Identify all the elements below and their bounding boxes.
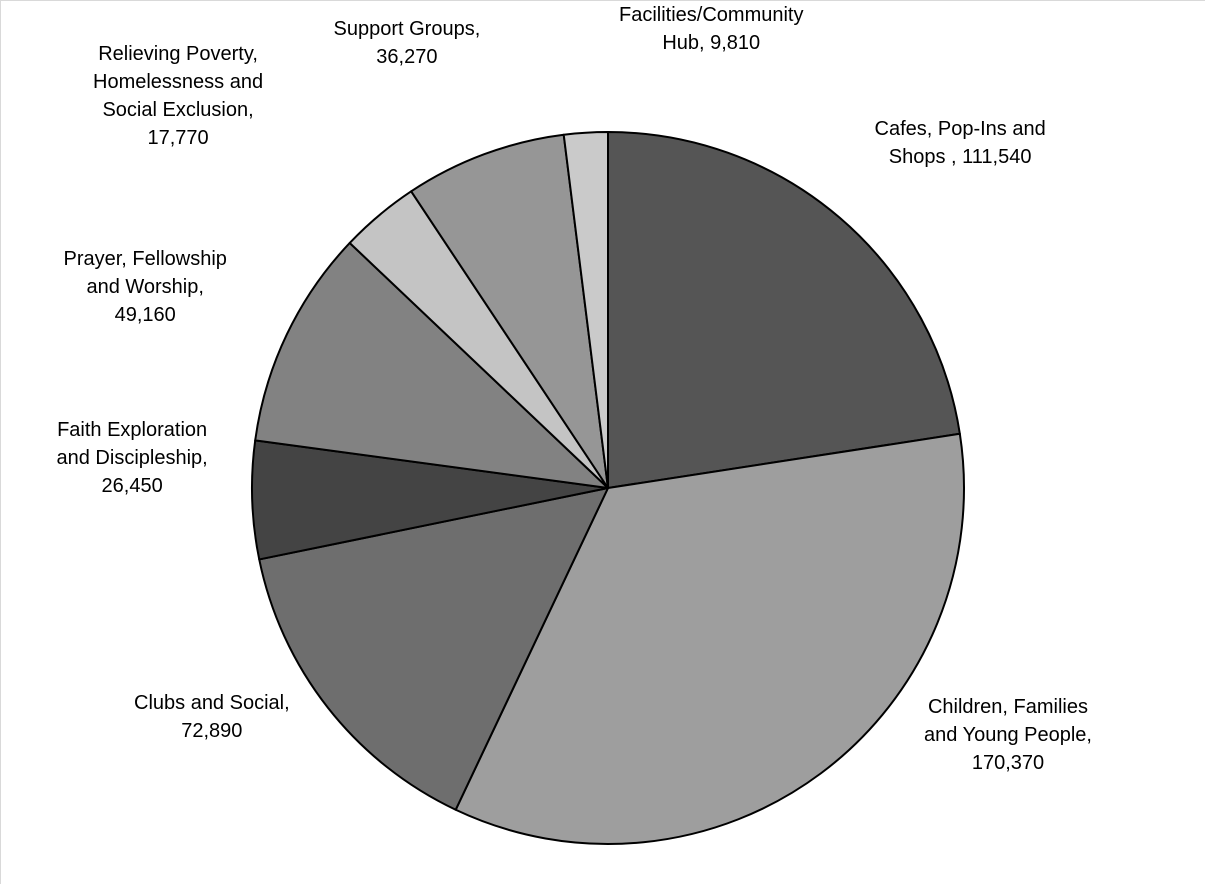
slice-label-line: Hub, 9,810: [662, 32, 761, 54]
pie-slice-support-groups: [410, 133, 609, 489]
slice-label-line: 36,270: [376, 46, 438, 68]
pie-slice-prayer-fellowship-and-worship: [254, 241, 609, 489]
slice-label-cafes-pop-ins-and-shops: Cafes, Pop-Ins and Shops , 111,540: [875, 115, 1046, 171]
slice-label-line: 49,160: [114, 304, 176, 326]
slice-label-line: Clubs and Social,: [134, 692, 290, 714]
slice-label-prayer-fellowship-and-worship: Prayer, Fellowship and Worship, 49,160: [64, 245, 227, 329]
slice-label-faith-exploration-and-discipleship: Faith Exploration and Discipleship, 26,450: [57, 416, 208, 500]
slice-label-line: Shops , 111,540: [888, 146, 1032, 168]
slice-label-line: Children, Families: [927, 696, 1088, 718]
slice-label-line: Relieving Poverty,: [98, 43, 258, 65]
slice-label-line: Facilities/Community: [619, 4, 804, 26]
slice-label-support-groups: Support Groups, 36,270: [334, 15, 481, 71]
slice-label-line: Prayer, Fellowship: [63, 248, 227, 270]
slice-label-line: Homelessness and: [93, 71, 264, 93]
slice-label-line: 170,370: [971, 752, 1045, 774]
slice-label-line: Social Exclusion,: [102, 99, 254, 121]
slice-label-line: 17,770: [147, 127, 209, 149]
slice-label-line: Faith Exploration: [57, 419, 208, 441]
pie-slice-cafes-pop-ins-and-shops: [607, 131, 961, 489]
slice-label-line: and Young People,: [924, 724, 1092, 746]
pie-slice-children-families-and-young-people: [454, 432, 965, 845]
pie-slice-clubs-and-social: [258, 487, 609, 811]
slice-label-line: 26,450: [101, 475, 163, 497]
pie-slice-visitor-facilities-community-hub: [562, 130, 609, 489]
slice-label-line: and Worship,: [86, 276, 204, 298]
slice-label-line: Cafes, Pop-Ins and: [874, 118, 1046, 140]
slice-label-relieving-poverty-homelessness-and-social-exclusion: Relieving Poverty, Homelessness and Social…: [93, 40, 263, 152]
slice-label-line: 72,890: [181, 720, 243, 742]
slice-label-line: and Discipleship,: [56, 447, 208, 469]
slice-label-clubs-and-social: Clubs and Social, 72,890: [134, 689, 290, 745]
slice-label-line: Support Groups,: [333, 18, 481, 40]
slice-label-children-families-and-young-people: Children, Families and Young People, 170,3…: [924, 693, 1092, 777]
